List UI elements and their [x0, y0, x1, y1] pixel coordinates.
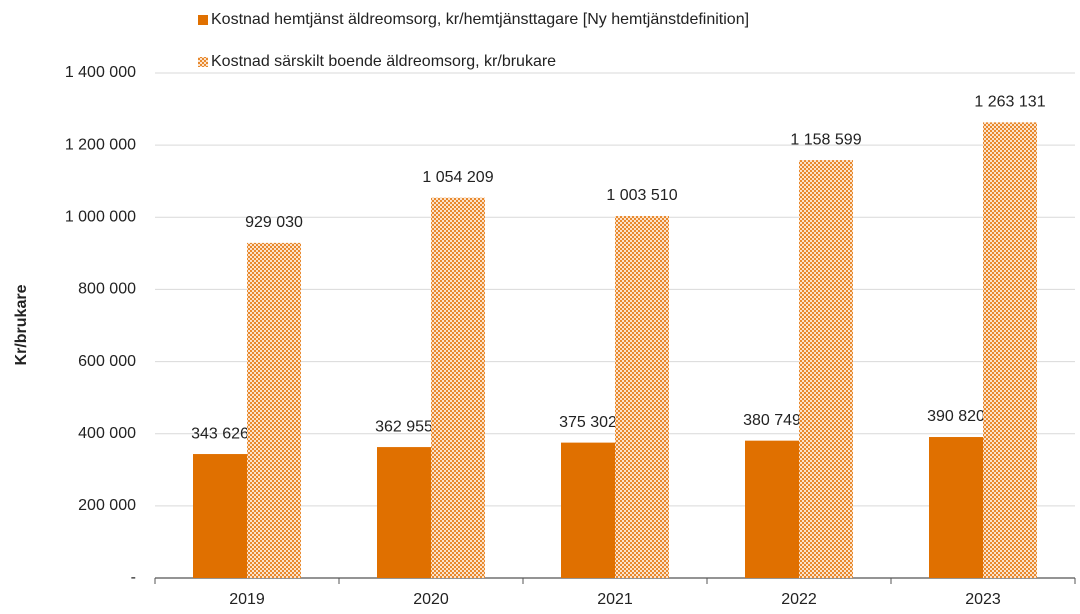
y-tick-label: 1 200 000 — [65, 136, 136, 153]
x-tick-label: 2020 — [413, 591, 449, 608]
bar — [561, 442, 615, 578]
y-tick-label: 200 000 — [78, 497, 136, 514]
bar — [745, 440, 799, 578]
value-label: 380 749 — [743, 412, 801, 429]
bar — [377, 447, 431, 578]
y-axis-label: Kr/brukare — [13, 284, 30, 365]
legend-marker — [198, 57, 208, 67]
legend-label: Kostnad särskilt boende äldreomsorg, kr/… — [211, 53, 556, 70]
y-tick-label: 600 000 — [78, 353, 136, 370]
value-label: 1 158 599 — [790, 131, 861, 148]
bar — [247, 242, 301, 578]
value-label: 362 955 — [375, 418, 433, 435]
value-label: 375 302 — [559, 414, 617, 431]
y-tick-label: 400 000 — [78, 425, 136, 442]
x-tick-label: 2022 — [781, 591, 817, 608]
value-label: 343 626 — [191, 425, 249, 442]
value-label: 390 820 — [927, 408, 985, 425]
bar — [431, 197, 485, 578]
value-label: 1 054 209 — [422, 169, 493, 186]
value-label: 929 030 — [245, 214, 303, 231]
legend-marker — [198, 15, 208, 25]
value-label: 1 003 510 — [606, 187, 677, 204]
value-label: 1 263 131 — [974, 94, 1045, 111]
y-tick-label: 1 000 000 — [65, 209, 136, 226]
y-tick-label: 800 000 — [78, 281, 136, 298]
bar — [615, 216, 669, 579]
x-tick-label: 2021 — [597, 591, 633, 608]
legend-label: Kostnad hemtjänst äldreomsorg, kr/hemtjä… — [211, 11, 749, 28]
bar — [983, 122, 1037, 578]
bar — [193, 454, 247, 578]
bar — [929, 437, 983, 578]
x-tick-label: 2019 — [229, 591, 265, 608]
y-tick-label: 1 400 000 — [65, 64, 136, 81]
bar — [799, 160, 853, 578]
y-tick-label: - — [131, 569, 136, 586]
x-tick-label: 2023 — [965, 591, 1001, 608]
